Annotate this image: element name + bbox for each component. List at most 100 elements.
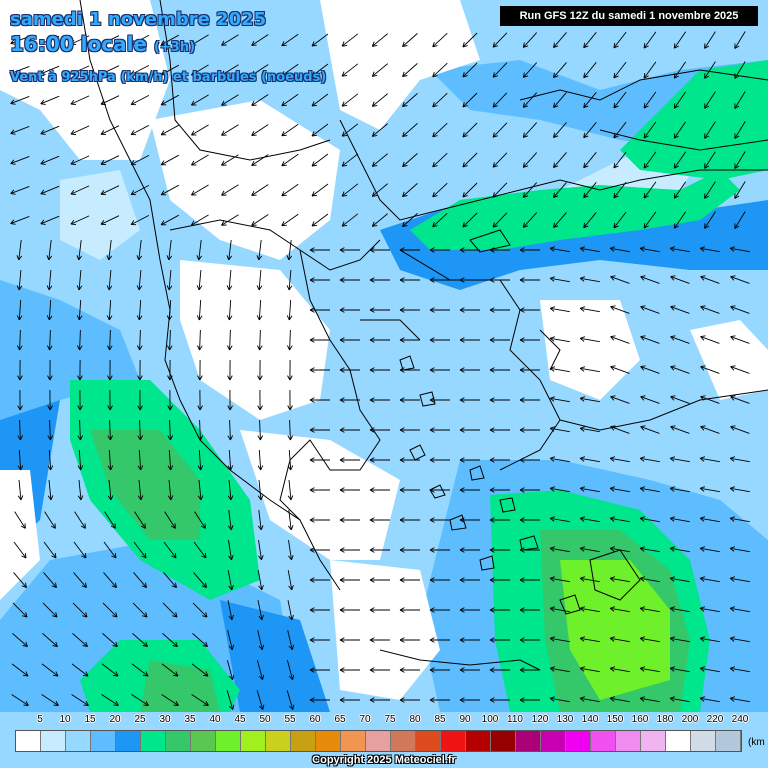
wind-arrow [459, 607, 480, 613]
wind-arrow [640, 395, 660, 404]
wind-arrow [100, 155, 120, 166]
wind-arrow [609, 546, 630, 553]
wind-arrow [47, 449, 54, 471]
wind-arrow [734, 181, 746, 199]
wind-arrow [489, 697, 510, 703]
wind-arrow [729, 576, 750, 583]
wind-arrow [639, 696, 660, 703]
wind-arrow [371, 153, 388, 167]
wind-arrow [10, 95, 30, 105]
legend-swatch [616, 731, 641, 751]
wind-arrow [163, 572, 177, 589]
wind-arrow [522, 212, 538, 228]
wind-arrow [221, 184, 239, 196]
wind-arrow [136, 240, 143, 261]
wind-arrow [729, 456, 750, 463]
wind-arrow [102, 602, 118, 618]
wind-arrow [579, 516, 600, 523]
wind-arrow [549, 336, 570, 343]
wind-arrow [583, 92, 597, 109]
wind-arrow [339, 607, 360, 613]
wind-arrow [77, 389, 83, 411]
wind-arrow [729, 666, 750, 673]
wind-arrow [609, 456, 630, 463]
wind-arrow [610, 365, 630, 374]
wind-arrow [553, 182, 567, 199]
wind-arrow [40, 95, 60, 105]
wind-arrow [734, 211, 746, 229]
wind-arrow [579, 606, 600, 613]
wind-zone-very-light [60, 170, 140, 260]
wind-arrow [107, 419, 114, 441]
wind-arrow [369, 577, 390, 583]
wind-arrow [579, 306, 600, 313]
wind-arrow [610, 275, 630, 284]
wind-arrow [136, 329, 143, 351]
wind-arrow [369, 697, 390, 703]
wind-arrow [196, 299, 203, 321]
wind-arrow [101, 694, 119, 706]
wind-arrow [257, 479, 264, 501]
wind-arrow [640, 275, 660, 284]
wind-zone-calm [0, 470, 40, 600]
wind-arrow [16, 299, 23, 321]
forecast-time: 16:00 locale (+3h) [10, 32, 195, 56]
wind-arrow [579, 576, 600, 583]
wind-arrow [137, 419, 144, 441]
wind-arrow [613, 91, 627, 109]
legend-tick-label: 35 [184, 714, 196, 725]
wind-arrow [459, 367, 480, 373]
wind-arrow [371, 183, 388, 197]
wind-arrow [160, 124, 180, 136]
wind-arrow [579, 366, 600, 373]
wind-arrow [371, 63, 388, 77]
wind-arrow [371, 93, 388, 107]
legend-tick-label: 110 [507, 714, 523, 725]
wind-arrow [12, 602, 28, 618]
wind-arrow [133, 572, 147, 589]
wind-arrow [462, 182, 478, 198]
wind-arrow [76, 240, 83, 261]
wind-arrow [226, 329, 233, 351]
wind-arrow [309, 247, 330, 253]
wind-arrow [369, 487, 390, 493]
wind-arrow [17, 359, 23, 381]
legend-tick-label: 45 [234, 714, 246, 725]
wind-arrow [130, 35, 150, 46]
wind-arrow [670, 275, 690, 284]
wind-arrow [673, 61, 687, 79]
wind-arrow [160, 34, 180, 46]
wind-arrow [369, 367, 390, 373]
wind-arrow [160, 64, 180, 76]
wind-arrow [287, 389, 293, 411]
wind-arrow [339, 247, 360, 253]
wind-arrow [613, 181, 627, 199]
wind-arrow [579, 546, 600, 553]
legend-swatch [691, 731, 716, 751]
wind-arrow [311, 123, 329, 137]
wind-arrow [492, 122, 508, 138]
legend-swatch [116, 731, 141, 751]
wind-arrow [339, 367, 360, 373]
legend-swatch [391, 731, 416, 751]
wind-arrow [74, 511, 86, 529]
wind-arrow [160, 154, 180, 166]
wind-arrow [287, 600, 294, 621]
coastline [599, 129, 768, 151]
wind-arrow [579, 426, 600, 433]
wind-arrow [341, 33, 359, 47]
wind-arrow [256, 240, 263, 261]
forecast-date: samedi 1 novembre 2025 [10, 9, 267, 30]
legend-tick-label: 220 [706, 714, 724, 725]
wind-arrow [130, 125, 150, 136]
wind-arrow [643, 121, 657, 139]
wind-arrow [100, 65, 120, 76]
wind-arrow [432, 182, 448, 198]
wind-arrow [549, 666, 570, 673]
wind-arrow [639, 246, 660, 253]
legend-swatch [241, 731, 266, 751]
wind-arrow [106, 299, 113, 321]
wind-arrow [583, 62, 597, 79]
wind-arrow [226, 690, 235, 710]
legend-tick-label: 65 [334, 714, 346, 725]
